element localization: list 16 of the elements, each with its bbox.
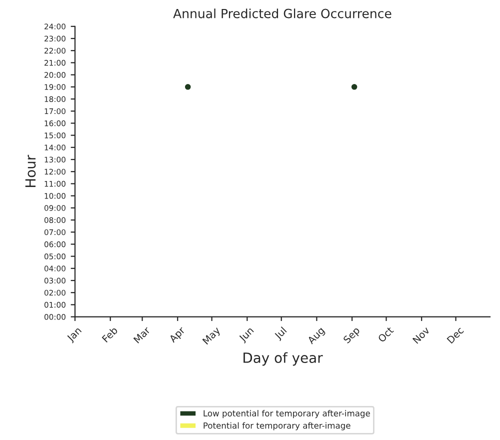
x-axis-title: Day of year (244, 352, 323, 366)
x-tick-label: Nov (412, 326, 430, 344)
legend-label: Potential for temporary after-image (204, 422, 350, 430)
chart-title: Annual Predicted Glare Occurrence (173, 8, 392, 18)
x-tick-label: Jun (238, 326, 256, 344)
x-tick-label: Jan (66, 326, 83, 344)
x-tick-label: Aug (306, 326, 326, 346)
x-tick-label: Apr (168, 326, 187, 344)
x-tick-label: Feb (102, 326, 118, 343)
x-tick-label: Oct (377, 326, 394, 343)
y-axis-title: Hour (25, 154, 36, 187)
x-tick-label: Mar (133, 326, 151, 344)
x-tick-label: Jul (274, 326, 288, 342)
x-tick-label: Sep (342, 326, 362, 345)
legend-label: Low potential for temporary after-image (204, 410, 370, 418)
x-tick-label: Dec (446, 326, 464, 344)
